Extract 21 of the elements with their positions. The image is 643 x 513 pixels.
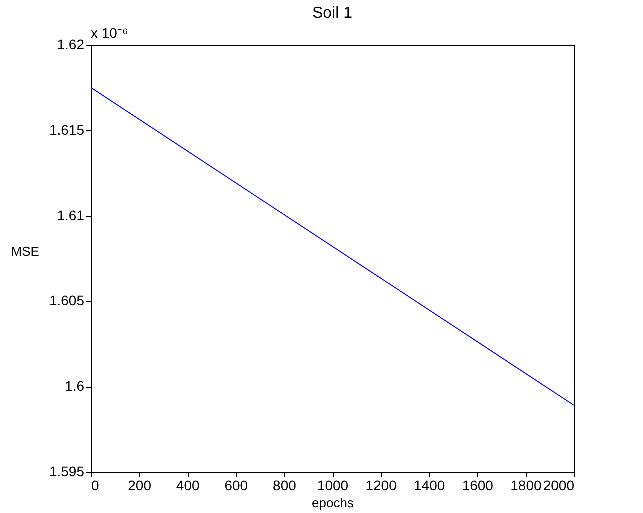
y-tick-label: 1.6 <box>65 378 85 394</box>
x-tick-label: 1600 <box>462 478 494 494</box>
x-axis-title: epochs <box>312 496 354 510</box>
y-tick-label: 1.615 <box>49 122 85 138</box>
x-tick-label: 2000 <box>543 478 575 494</box>
y-tick-label: 1.595 <box>49 464 85 480</box>
y-tick-label: 1.62 <box>57 36 85 52</box>
x-tick-label: 0 <box>92 478 100 494</box>
x-tick-label: 1200 <box>366 478 398 494</box>
y-tick-label: 1.61 <box>57 207 85 224</box>
y-axis-title: MSE <box>11 244 40 259</box>
x-tick-label: 1400 <box>414 478 446 494</box>
x-tick-label: 800 <box>273 478 297 494</box>
x-tick-label: 600 <box>224 478 248 494</box>
x-tick-label: 1800 <box>510 478 542 494</box>
text: x 10⁻⁶ <box>91 25 128 41</box>
x-tick-label: 400 <box>176 478 200 494</box>
x-tick-label: 1000 <box>317 478 349 494</box>
y-tick-label: 1.605 <box>49 292 85 309</box>
chart-title: Soil 1 <box>312 5 353 22</box>
x-tick-label: 200 <box>128 478 152 494</box>
